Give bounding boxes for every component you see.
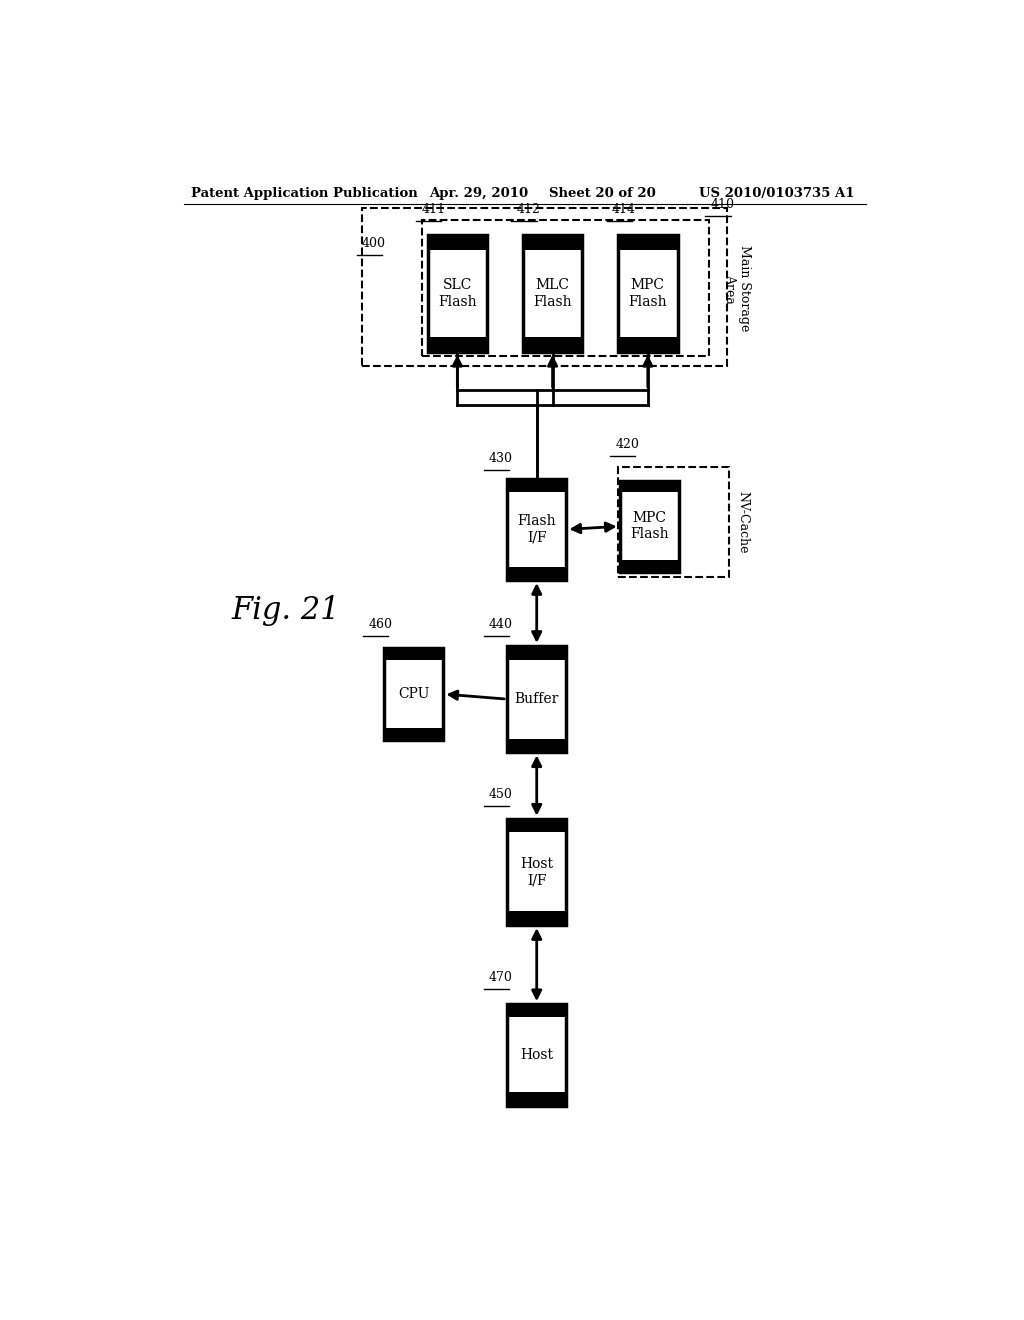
Text: 412: 412 xyxy=(517,203,541,216)
Text: Patent Application Publication: Patent Application Publication xyxy=(191,187,418,201)
Bar xyxy=(507,568,566,581)
Text: MLC
Flash: MLC Flash xyxy=(534,279,571,309)
Text: 440: 440 xyxy=(489,618,513,631)
Bar xyxy=(507,645,566,660)
Text: Buffer: Buffer xyxy=(514,692,559,706)
Text: Sheet 20 of 20: Sheet 20 of 20 xyxy=(549,187,655,201)
Bar xyxy=(618,235,678,352)
Bar xyxy=(523,235,583,352)
Bar xyxy=(620,480,679,572)
Bar xyxy=(507,739,566,752)
Text: NV-Cache: NV-Cache xyxy=(736,491,750,553)
Text: 450: 450 xyxy=(489,788,513,801)
Text: 430: 430 xyxy=(489,453,513,466)
Bar xyxy=(523,235,583,251)
Bar xyxy=(428,235,487,352)
Text: Main Storage
Area: Main Storage Area xyxy=(724,246,752,331)
Text: 400: 400 xyxy=(362,236,386,249)
Text: 420: 420 xyxy=(615,438,639,451)
Text: 414: 414 xyxy=(612,203,636,216)
Bar xyxy=(620,480,679,492)
Bar xyxy=(620,560,679,572)
Bar xyxy=(507,1093,566,1106)
Text: CPU: CPU xyxy=(398,686,429,701)
Text: Fig. 21: Fig. 21 xyxy=(231,595,340,626)
Bar xyxy=(507,818,566,925)
Bar xyxy=(507,911,566,925)
Bar xyxy=(384,648,443,739)
Bar xyxy=(617,467,729,577)
Bar xyxy=(507,479,566,581)
Bar xyxy=(507,1005,566,1018)
Text: Host
I/F: Host I/F xyxy=(520,857,553,887)
Text: Host: Host xyxy=(520,1048,553,1061)
Bar xyxy=(428,235,487,251)
Bar xyxy=(384,648,443,660)
Text: Apr. 29, 2010: Apr. 29, 2010 xyxy=(430,187,528,201)
Bar xyxy=(507,818,566,833)
Bar xyxy=(507,1005,566,1106)
Text: US 2010/0103735 A1: US 2010/0103735 A1 xyxy=(699,187,855,201)
Bar xyxy=(428,337,487,352)
Text: 410: 410 xyxy=(711,198,734,211)
Text: Flash
I/F: Flash I/F xyxy=(517,515,556,544)
Text: 470: 470 xyxy=(489,970,513,983)
Bar xyxy=(618,235,678,251)
Text: 460: 460 xyxy=(369,618,392,631)
Bar xyxy=(384,727,443,739)
Text: MPC
Flash: MPC Flash xyxy=(630,511,669,541)
Bar xyxy=(523,337,583,352)
Bar xyxy=(422,220,709,355)
Bar xyxy=(618,337,678,352)
Bar xyxy=(507,645,566,752)
Text: MPC
Flash: MPC Flash xyxy=(629,279,667,309)
Text: 411: 411 xyxy=(422,203,445,216)
Bar xyxy=(362,209,727,366)
Text: SLC
Flash: SLC Flash xyxy=(438,279,476,309)
Bar xyxy=(507,479,566,492)
